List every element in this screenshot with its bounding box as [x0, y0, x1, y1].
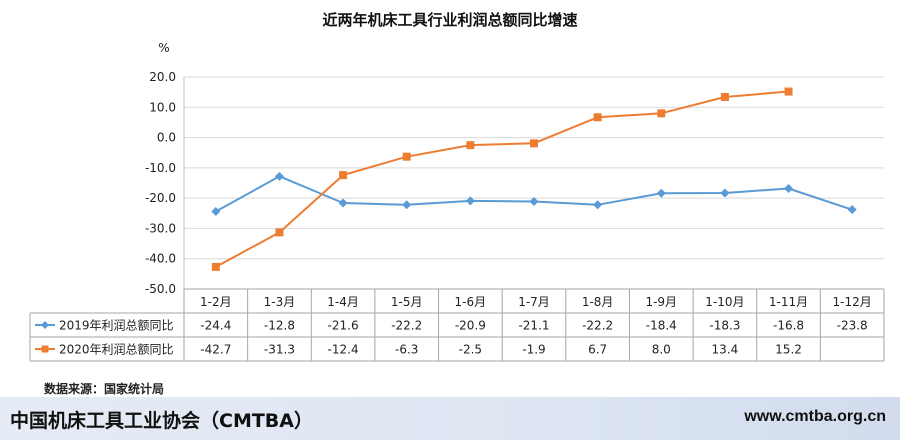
series-2019-value-label: -18.3: [709, 319, 740, 333]
series-2020-point: [593, 113, 602, 122]
series-2020-point: [339, 171, 348, 180]
x-tick-label: 1-5月: [391, 295, 423, 309]
series-2019-point: [211, 206, 221, 216]
series-2019-value-label: -24.4: [200, 319, 231, 333]
x-tick-label: 1-2月: [200, 295, 232, 309]
series-2020-line: [215, 90, 789, 268]
x-tick-label: 1-3月: [264, 295, 296, 309]
series-2020-legend-marker: [41, 345, 49, 353]
series-2020-value-label: 15.2: [775, 343, 802, 357]
y-tick-label: -40.0: [145, 252, 176, 266]
series-2019-point: [847, 205, 857, 215]
y-tick-label: -30.0: [145, 221, 176, 235]
series-2020-value-label: 6.7: [588, 343, 607, 357]
data-source-note: 数据来源：国家统计局: [44, 382, 165, 396]
x-tick-label: 1-10月: [705, 295, 744, 309]
series-2019-value-label: -23.8: [837, 319, 868, 333]
series-2020-value-label: 8.0: [652, 343, 671, 357]
series-2019-point: [656, 188, 666, 198]
x-tick-label: 1-11月: [769, 295, 808, 309]
series-2019-point: [402, 200, 412, 210]
footer-bar: 中国机床工具工业协会（CMTBA） www.cmtba.org.cn: [0, 397, 900, 440]
y-tick-label: -20.0: [145, 191, 176, 205]
series-2019-legend-marker: [41, 321, 49, 329]
series-2020-point: [784, 87, 793, 96]
series-2020-point: [211, 262, 220, 271]
series-2020-value-label: -6.3: [395, 343, 418, 357]
series-2020-point: [657, 109, 666, 118]
x-tick-label: 1-8月: [582, 295, 614, 309]
series-2019-value-label: -21.1: [518, 319, 549, 333]
y-tick-label: 0.0: [157, 131, 176, 145]
series-2019-point: [465, 196, 475, 206]
y-tick-label: 10.0: [149, 100, 176, 114]
series-2019-value-label: -22.2: [391, 319, 422, 333]
series-2020-value-label: -31.3: [264, 343, 295, 357]
chart-svg: 近两年机床工具行业利润总额同比增速% 20.0 10.0 0.0 -10.0 -20.0 -…: [29, 11, 885, 362]
x-tick-label: 1-7月: [518, 295, 550, 309]
series-2019-value-label: -21.6: [328, 319, 359, 333]
series-2019-legend-label: 2019年利润总额同比: [59, 319, 174, 333]
series-2020-value-label: -12.4: [328, 343, 359, 357]
series-2019-point: [338, 198, 348, 208]
series-2019-point: [593, 200, 603, 210]
y-axis-unit: %: [158, 41, 169, 55]
series-2019-value-label: -18.4: [646, 319, 677, 333]
series-2020-point: [275, 228, 284, 237]
series-2020-point: [530, 139, 538, 148]
series-2020-value-label: -42.7: [200, 343, 231, 357]
x-tick-label: 1-6月: [455, 295, 487, 309]
series-2019-point: [274, 171, 284, 181]
y-tick-label: -10.0: [145, 161, 176, 175]
series-2020-value-label: -1.9: [522, 343, 545, 357]
series-2020-legend-label: 2020年利润总额同比: [59, 343, 174, 357]
series-2019-value-label: -16.8: [773, 319, 804, 333]
chart: 近两年机床工具行业利润总额同比增速% 20.0 10.0 0.0 -10.0 -20.0 -…: [29, 11, 885, 362]
series-2019-point: [720, 188, 730, 198]
x-tick-label: 1-12月: [833, 295, 872, 309]
y-tick-label: -50.0: [145, 282, 176, 296]
series-2019-value-label: -22.2: [582, 319, 613, 333]
x-tick-label: 1-9月: [645, 295, 677, 309]
series-2019-value-label: -12.8: [264, 319, 295, 333]
y-tick-label: 20.0: [149, 70, 176, 84]
series-2019-value-label: -20.9: [455, 319, 486, 333]
series-2020-value-label: -2.5: [459, 343, 482, 357]
series-2020-point: [402, 152, 411, 161]
series-2020-point: [466, 141, 475, 150]
series-2019-line: [215, 175, 853, 213]
x-tick-label: 1-4月: [327, 295, 359, 309]
chart-title: 近两年机床工具行业利润总额同比增速: [322, 11, 577, 29]
footer-org-name: 中国机床工具工业协会（CMTBA）: [10, 410, 313, 432]
series-2019-point: [529, 196, 539, 206]
series-2020-point: [720, 92, 729, 101]
series-2020-value-label: 13.4: [712, 343, 739, 357]
series-2019-point: [784, 183, 794, 193]
footer-website: www.cmtba.org.cn: [744, 408, 886, 425]
